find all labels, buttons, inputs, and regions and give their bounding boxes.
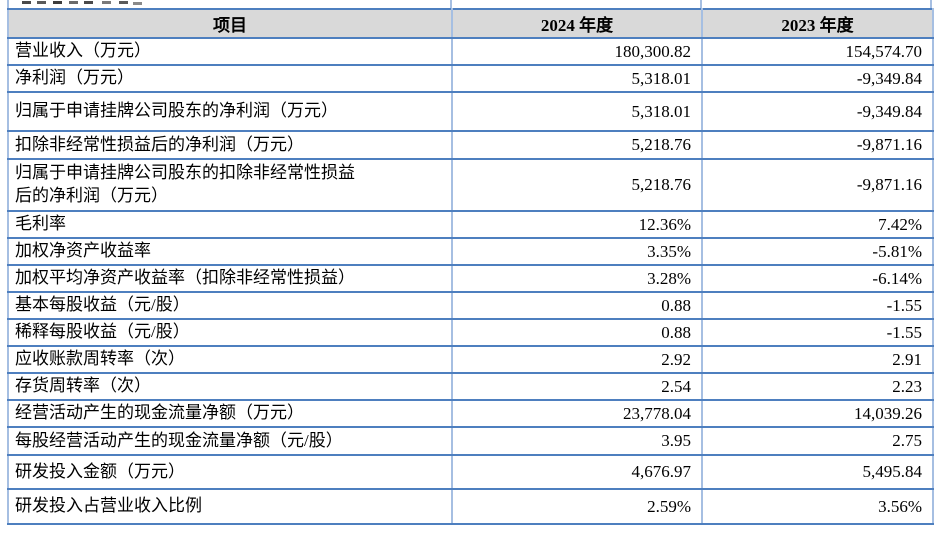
row-label: 基本每股收益（元/股） xyxy=(7,291,453,320)
table-row: 加权平均净资产收益率（扣除非经常性损益） 3.28% -6.14% xyxy=(7,264,934,293)
value-2023: -1.55 xyxy=(701,291,934,320)
table-row: 应收账款周转率（次） 2.92 2.91 xyxy=(7,345,934,374)
value-2023: -9,349.84 xyxy=(701,91,934,132)
row-label: 归属于申请挂牌公司股东的净利润（万元） xyxy=(7,91,453,132)
value-2023: 7.42% xyxy=(701,210,934,239)
value-2024: 2.54 xyxy=(451,372,703,401)
table-row: 归属于申请挂牌公司股东的净利润（万元） 5,318.01 -9,349.84 xyxy=(7,91,934,132)
value-2023: -1.55 xyxy=(701,318,934,347)
row-label: 毛利率 xyxy=(7,210,453,239)
table-body: 营业收入（万元） 180,300.82 154,574.70 净利润（万元） 5,318… xyxy=(7,37,934,525)
value-2024: 3.28% xyxy=(451,264,703,293)
table-row: 稀释每股收益（元/股） 0.88 -1.55 xyxy=(7,318,934,347)
value-2023: 154,574.70 xyxy=(701,37,934,66)
column-border-stub-2 xyxy=(700,0,702,10)
row-label: 扣除非经常性损益后的净利润（万元） xyxy=(7,130,453,160)
value-2024: 0.88 xyxy=(451,291,703,320)
row-label: 经营活动产生的现金流量净额（万元） xyxy=(7,399,453,428)
row-label: 归属于申请挂牌公司股东的扣除非经常性损益 后的净利润（万元） xyxy=(7,158,453,212)
table-row: 研发投入占营业收入比例 2.59% 3.56% xyxy=(7,488,934,525)
value-2023: -5.81% xyxy=(701,237,934,266)
column-border-stub-1 xyxy=(450,0,452,10)
row-label: 净利润（万元） xyxy=(7,64,453,93)
value-2023: 5,495.84 xyxy=(701,454,934,490)
financial-summary-table: 项目 2024 年度 2023 年度 营业收入（万元） 180,300.82 154… xyxy=(7,8,934,525)
value-2024: 5,218.76 xyxy=(451,158,703,212)
row-label: 稀释每股收益（元/股） xyxy=(7,318,453,347)
row-label: 每股经营活动产生的现金流量净额（元/股） xyxy=(7,426,453,456)
table-left-border-stub xyxy=(7,0,9,10)
value-2024: 0.88 xyxy=(451,318,703,347)
row-label: 存货周转率（次） xyxy=(7,372,453,401)
table-row: 营业收入（万元） 180,300.82 154,574.70 xyxy=(7,37,934,66)
value-2024: 2.59% xyxy=(451,488,703,525)
value-2023: -9,871.16 xyxy=(701,130,934,160)
table-header-row: 项目 2024 年度 2023 年度 xyxy=(7,8,934,39)
table-row: 存货周转率（次） 2.54 2.23 xyxy=(7,372,934,401)
value-2024: 3.35% xyxy=(451,237,703,266)
value-2024: 5,218.76 xyxy=(451,130,703,160)
row-label: 应收账款周转率（次） xyxy=(7,345,453,374)
value-2023: 2.23 xyxy=(701,372,934,401)
value-2023: 3.56% xyxy=(701,488,934,525)
row-label: 加权净资产收益率 xyxy=(7,237,453,266)
table-row: 扣除非经常性损益后的净利润（万元） 5,218.76 -9,871.16 xyxy=(7,130,934,160)
value-2024: 5,318.01 xyxy=(451,64,703,93)
value-2024: 4,676.97 xyxy=(451,454,703,490)
table-row: 加权净资产收益率 3.35% -5.81% xyxy=(7,237,934,266)
value-2024: 2.92 xyxy=(451,345,703,374)
row-label: 研发投入金额（万元） xyxy=(7,454,453,490)
table-right-border-stub xyxy=(930,0,932,10)
table-row: 研发投入金额（万元） 4,676.97 5,495.84 xyxy=(7,454,934,490)
value-2023: 2.75 xyxy=(701,426,934,456)
clipped-text-fragment xyxy=(22,1,31,4)
table-row: 归属于申请挂牌公司股东的扣除非经常性损益 后的净利润（万元） 5,218.76 -9… xyxy=(7,158,934,212)
value-2024: 12.36% xyxy=(451,210,703,239)
value-2024: 23,778.04 xyxy=(451,399,703,428)
row-label: 营业收入（万元） xyxy=(7,37,453,66)
table-row: 毛利率 12.36% 7.42% xyxy=(7,210,934,239)
table-row: 净利润（万元） 5,318.01 -9,349.84 xyxy=(7,64,934,93)
value-2024: 180,300.82 xyxy=(451,37,703,66)
column-header-2024: 2024 年度 xyxy=(451,8,703,39)
table-row: 经营活动产生的现金流量净额（万元） 23,778.04 14,039.26 xyxy=(7,399,934,428)
value-2023: -9,349.84 xyxy=(701,64,934,93)
row-label: 加权平均净资产收益率（扣除非经常性损益） xyxy=(7,264,453,293)
value-2023: -6.14% xyxy=(701,264,934,293)
value-2023: 14,039.26 xyxy=(701,399,934,428)
table-row: 每股经营活动产生的现金流量净额（元/股） 3.95 2.75 xyxy=(7,426,934,456)
table-row: 基本每股收益（元/股） 0.88 -1.55 xyxy=(7,291,934,320)
value-2023: 2.91 xyxy=(701,345,934,374)
column-header-2023: 2023 年度 xyxy=(701,8,934,39)
value-2024: 5,318.01 xyxy=(451,91,703,132)
value-2024: 3.95 xyxy=(451,426,703,456)
row-label: 研发投入占营业收入比例 xyxy=(7,488,453,525)
column-header-item: 项目 xyxy=(7,8,453,39)
value-2023: -9,871.16 xyxy=(701,158,934,212)
